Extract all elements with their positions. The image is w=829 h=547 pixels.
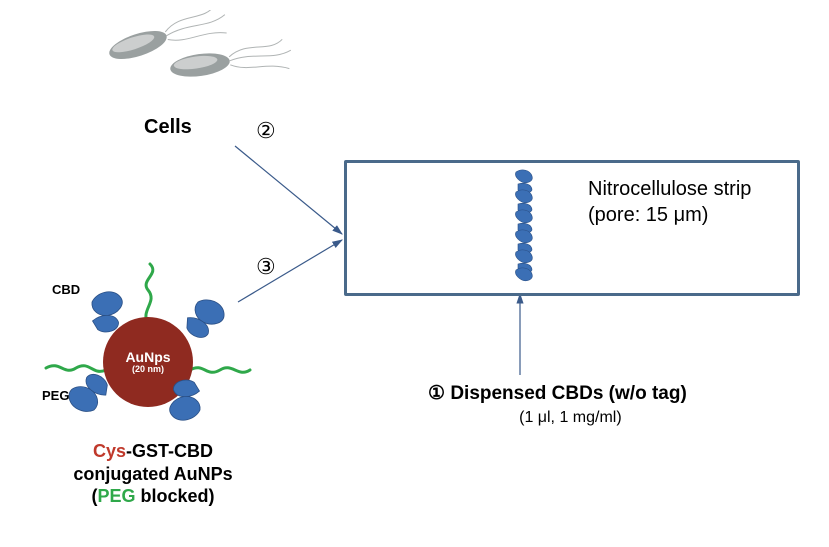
cap-l3-peg: PEG	[97, 486, 135, 506]
cap-l3-suf: blocked)	[136, 486, 215, 506]
cap-cys: Cys	[93, 441, 126, 461]
step-1-number: ①	[428, 383, 450, 404]
cbd-tag: CBD	[52, 282, 80, 297]
dispensed-line1: ① Dispensed CBDs (w/o tag)	[428, 382, 687, 405]
peg-tag: PEG	[42, 388, 69, 403]
strip-title: Nitrocellulose strip	[588, 178, 751, 201]
strip-subtitle: (pore: 15 μm)	[588, 204, 708, 227]
cbd-band	[502, 164, 542, 288]
dispensed-text: Dispensed CBDs (w/o tag)	[450, 383, 686, 404]
nanoparticle-caption: Cys-GST-CBD conjugated AuNPs (PEG blocke…	[58, 440, 248, 508]
cap-line2: conjugated AuNPs	[58, 463, 248, 486]
cap-gstcbd: -GST-CBD	[126, 441, 213, 461]
dispensed-block: ① Dispensed CBDs (w/o tag) (1 μl, 1 mg/m…	[428, 382, 687, 427]
dispensed-line2: (1 μl, 1 mg/ml)	[428, 409, 687, 427]
arrow-step2	[235, 146, 342, 234]
